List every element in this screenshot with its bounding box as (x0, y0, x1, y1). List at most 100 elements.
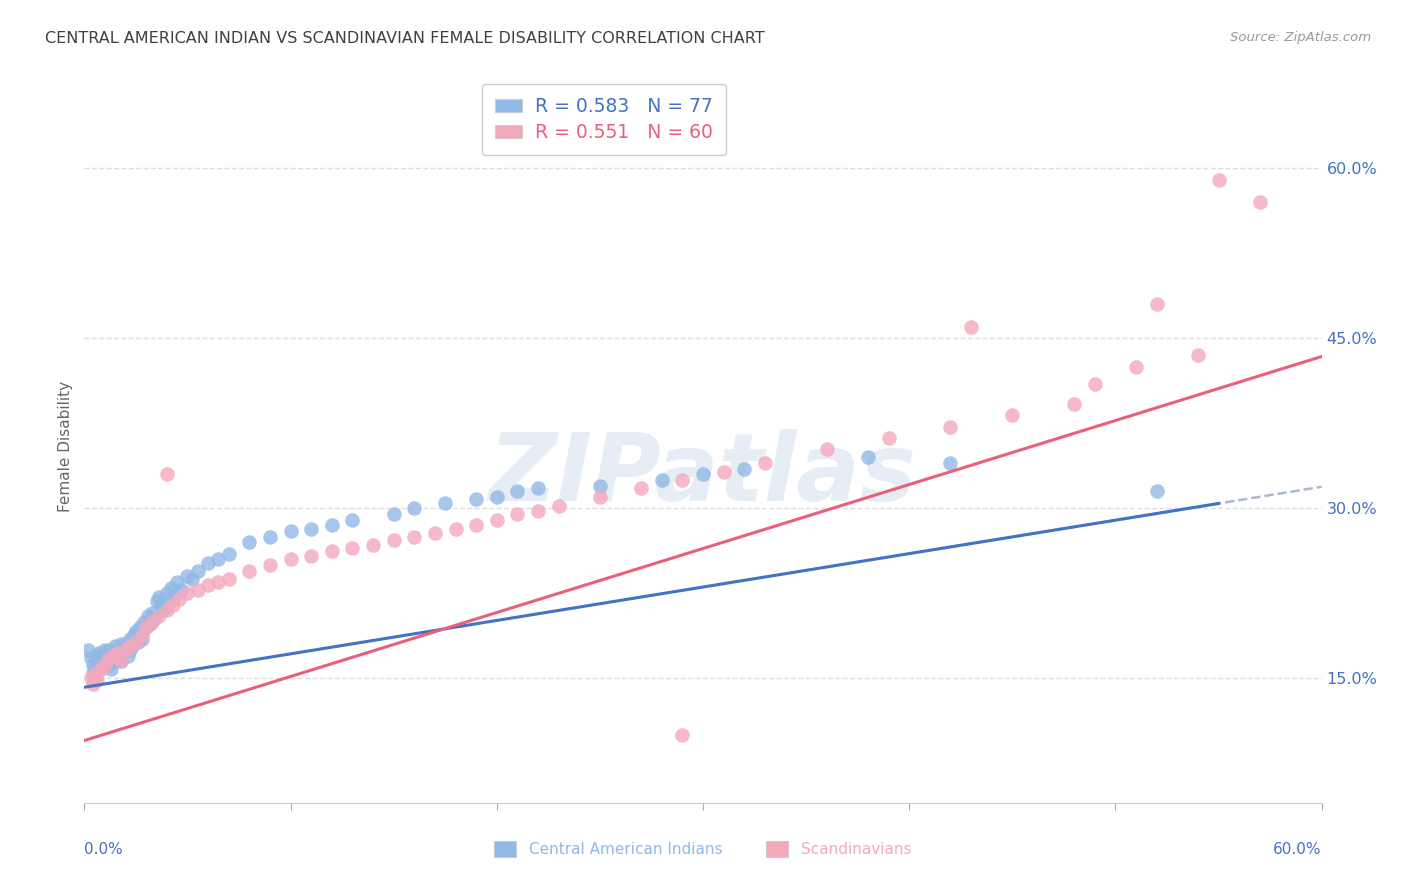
Point (299, 549, 322, 563)
Point (170, 582, 193, 597)
Point (118, 643, 141, 657)
Point (444, 522, 467, 536)
Point (90, 650, 112, 665)
Point (321, 544, 343, 558)
Point (152, 603, 174, 617)
Point (361, 537, 384, 551)
Point (176, 586, 198, 600)
Y-axis label: Female Disability: Female Disability (58, 380, 73, 512)
Point (134, 615, 156, 629)
Point (83, 662, 105, 676)
Point (342, 541, 364, 555)
Point (112, 644, 135, 658)
Point (145, 594, 167, 608)
Point (238, 564, 260, 578)
Point (98, 643, 121, 657)
Point (527, 503, 550, 517)
Point (1146, 484, 1168, 499)
Point (713, 465, 735, 479)
Point (1001, 409, 1024, 423)
Point (651, 473, 673, 487)
Point (180, 572, 202, 586)
Point (218, 547, 240, 561)
Point (404, 530, 426, 544)
Point (100, 650, 122, 665)
Point (82, 677, 104, 691)
Point (94, 657, 117, 671)
Point (1125, 359, 1147, 374)
Point (91, 660, 114, 674)
Point (105, 646, 128, 660)
Point (87, 654, 110, 668)
Point (135, 620, 157, 634)
Point (434, 495, 457, 509)
Point (1084, 376, 1107, 391)
Point (187, 582, 209, 597)
Point (671, 728, 693, 742)
Point (485, 490, 508, 504)
Point (131, 628, 153, 642)
Point (98, 650, 121, 665)
Point (671, 473, 693, 487)
Point (589, 490, 612, 504)
Point (83, 673, 105, 688)
Point (96, 648, 118, 663)
Point (238, 535, 260, 549)
Point (118, 640, 141, 654)
Point (166, 574, 188, 589)
Point (83, 665, 105, 680)
Point (465, 518, 488, 533)
Point (280, 524, 302, 538)
Point (423, 526, 446, 541)
Point (692, 467, 714, 482)
Point (156, 586, 179, 600)
Point (94, 657, 117, 672)
Point (939, 456, 962, 470)
Point (877, 431, 900, 445)
Point (125, 635, 148, 649)
Point (160, 581, 183, 595)
Point (280, 552, 302, 566)
Point (79, 650, 101, 665)
Point (856, 450, 879, 465)
Point (114, 637, 136, 651)
Point (187, 564, 209, 578)
Point (143, 612, 166, 626)
Point (110, 637, 132, 651)
Text: Scandinavians: Scandinavians (801, 842, 911, 856)
Point (321, 518, 343, 533)
Point (103, 648, 125, 663)
Point (754, 456, 776, 470)
Point (82, 665, 104, 680)
Point (79, 671, 101, 685)
Point (167, 591, 190, 606)
Point (960, 320, 983, 334)
Point (404, 501, 426, 516)
Point (733, 461, 755, 475)
Point (259, 530, 281, 544)
Point (1146, 297, 1168, 311)
Point (148, 608, 170, 623)
Point (259, 558, 281, 572)
Point (82, 657, 104, 672)
Point (299, 522, 322, 536)
Point (197, 578, 219, 592)
Point (527, 481, 550, 495)
Point (218, 572, 240, 586)
Point (86, 648, 108, 663)
Point (131, 632, 153, 646)
Point (127, 635, 149, 649)
Point (141, 615, 163, 629)
Text: 60.0%: 60.0% (1274, 842, 1322, 856)
Point (589, 478, 612, 492)
Point (1249, 195, 1271, 210)
Point (105, 646, 128, 660)
Point (162, 598, 184, 612)
Text: 0.0%: 0.0% (84, 842, 124, 856)
Point (136, 608, 159, 623)
Point (77, 643, 100, 657)
Point (121, 640, 143, 654)
Point (1187, 348, 1209, 362)
Point (207, 552, 229, 566)
Point (103, 645, 125, 659)
